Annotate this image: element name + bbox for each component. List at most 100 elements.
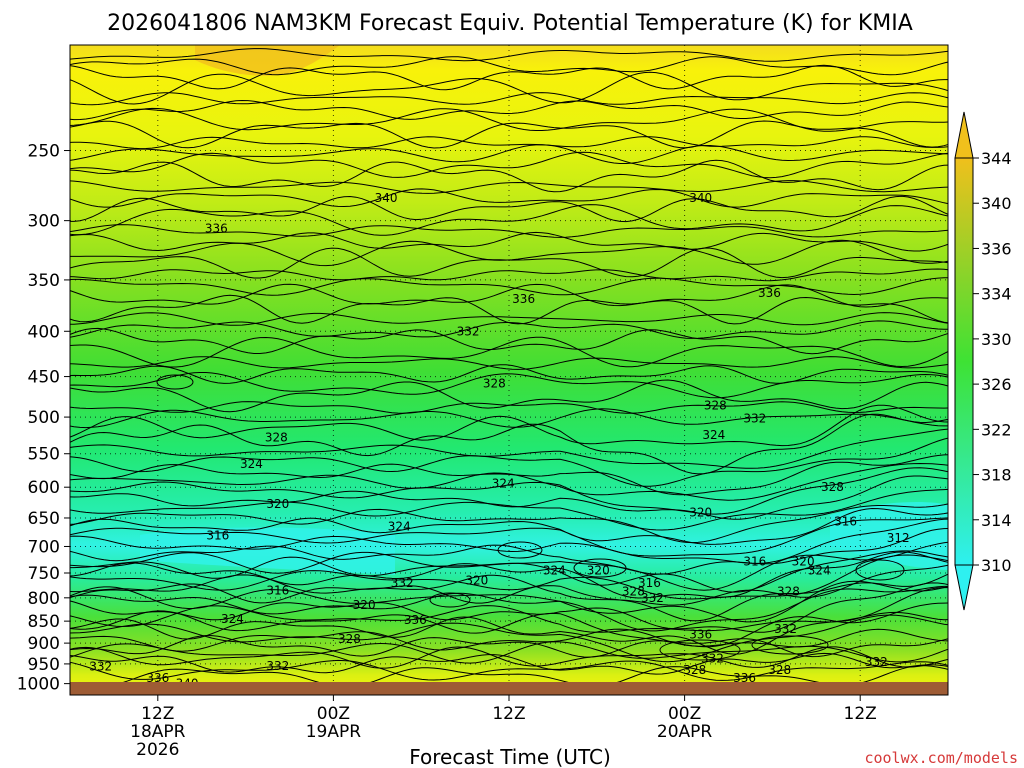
y-tick-label: 700: [28, 537, 60, 557]
contour-line: [70, 586, 948, 633]
contour-line: [70, 231, 948, 252]
y-tick-label: 400: [28, 322, 60, 342]
contour-label: 328: [483, 376, 506, 390]
x-tick-label: 2026: [136, 740, 179, 760]
contour-label: 324: [492, 476, 515, 490]
contour-label: 324: [240, 457, 263, 471]
contour-line: [70, 48, 948, 62]
contour-line: [70, 507, 948, 545]
contour-line: [70, 462, 948, 501]
contour-label: 328: [821, 480, 844, 494]
contour-label: 332: [457, 324, 480, 338]
contour-line: [70, 188, 948, 208]
contour-label: 316: [266, 584, 289, 598]
contour-line: [70, 404, 948, 447]
gridlines: [70, 45, 948, 695]
contour-cell: [156, 374, 194, 390]
contour-label: 320: [266, 497, 289, 511]
contour-label: 320: [465, 574, 488, 588]
contour-line: [70, 320, 948, 339]
y-tick-label: 250: [28, 142, 60, 162]
y-tick-label: 500: [28, 408, 60, 428]
contour-line: [70, 224, 948, 238]
colorbar-tick-label: 310: [981, 556, 1012, 575]
colorbar-arrow-top: [954, 111, 974, 159]
contour-label: 320: [689, 506, 712, 520]
colorbar-tick-label: 334: [981, 285, 1012, 304]
y-axis: 2503003504004505005506006507007508008509…: [17, 142, 70, 695]
contour-line: [70, 372, 948, 399]
x-axis-label: Forecast Time (UTC): [409, 745, 611, 768]
y-tick-label: 800: [28, 589, 60, 609]
contour-label: 320: [792, 555, 815, 569]
y-tick-label: 750: [28, 564, 60, 584]
colorbar: 310 314 318 322 326 330 334 336 340 344: [954, 111, 1012, 611]
colorbar-tick-label: 336: [981, 239, 1012, 258]
contour-line: [70, 120, 948, 149]
contour-label: 324: [543, 563, 566, 577]
contour-line: [70, 408, 948, 429]
contour-line: [70, 195, 948, 223]
contour-label: 340: [375, 191, 398, 205]
contour-line: [70, 634, 948, 658]
x-tick-label: 12Z: [492, 704, 525, 724]
y-tick-label: 650: [28, 509, 60, 529]
contour-label: 328: [683, 663, 706, 677]
contour-label: 324: [702, 428, 725, 442]
contour-label: 320: [353, 598, 376, 612]
contour-line: [70, 336, 948, 368]
contour-line: [70, 136, 948, 150]
y-tick-label: 300: [28, 212, 60, 232]
y-tick-label: 1000: [17, 675, 60, 695]
contour-line: [70, 475, 948, 520]
colorbar-arrow-bottom: [954, 564, 974, 611]
contour-label: 336: [146, 671, 169, 685]
x-tick-label: 12Z: [141, 704, 174, 724]
contour-cell: [751, 635, 829, 655]
contour-label: 320: [587, 563, 610, 577]
colorbar-tick-label: 340: [981, 194, 1012, 213]
y-tick-label: 850: [28, 612, 60, 632]
contour-line: [70, 413, 948, 475]
x-tick-label: 12Z: [844, 704, 877, 724]
contour-label: 336: [689, 627, 712, 641]
colorbar-tick-label: 326: [981, 375, 1012, 394]
contour-line: [70, 180, 948, 194]
contour-label: 332: [774, 622, 797, 636]
contour-label: 332: [701, 652, 724, 666]
contour-label: 328: [338, 632, 361, 646]
cool-tongue-left: [140, 527, 395, 575]
y-tick-label: 950: [28, 655, 60, 675]
contour-line: [70, 437, 948, 487]
y-tick-label: 450: [28, 368, 60, 388]
contour-label: 316: [743, 555, 766, 569]
contour-line: [70, 99, 948, 121]
contour-label: 332: [89, 660, 112, 674]
ground-surface: [70, 682, 948, 695]
contour-line: [70, 528, 948, 575]
contour-line: [70, 602, 948, 648]
contour-line: [70, 503, 948, 544]
contour-line: [70, 467, 948, 515]
contour-line: [70, 564, 948, 606]
contour-label: 328: [768, 663, 791, 677]
contour-cell: [659, 639, 741, 661]
colorbar-body: [954, 157, 974, 566]
credit-text: coolwx.com/models: [864, 749, 1018, 767]
x-tick-label: 19APR: [306, 722, 362, 742]
contour-line: [70, 356, 948, 370]
contour-label: 336: [205, 221, 228, 235]
contour-cell: [429, 592, 471, 608]
contour-label: 312: [887, 531, 910, 545]
contour-label: 340: [689, 191, 712, 205]
colorbar-tick-label: 330: [981, 330, 1012, 349]
colorbar-tick-label: 344: [981, 149, 1012, 168]
contour-label: 336: [512, 292, 535, 306]
contour-label: 332: [641, 591, 664, 605]
contour-line: [70, 659, 948, 681]
contour-label: 324: [388, 520, 411, 534]
contour-label: 332: [743, 412, 766, 426]
contour-cell: [573, 558, 627, 578]
